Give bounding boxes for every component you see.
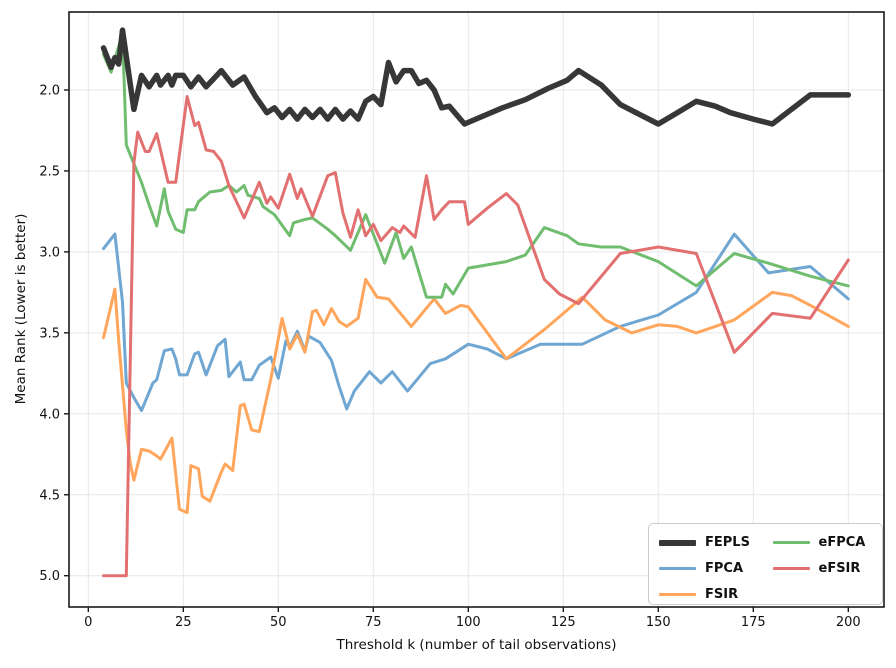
legend-item-efsir: eFSIR [772,560,873,577]
legend-item-fpca: FPCA [659,560,759,577]
x-tick-label: 25 [175,615,192,630]
legend-label-efsir: eFSIR [818,561,861,576]
x-tick-label: 0 [84,615,92,630]
legend-item-fepls: FEPLS [659,534,759,551]
x-tick-label: 75 [365,615,382,630]
x-tick-label: 150 [646,615,671,630]
legend-swatch-efsir [772,566,810,571]
x-tick-label: 125 [551,615,576,630]
y-tick-label: 3.0 [39,245,60,260]
legend-item-efpca: eFPCA [772,534,873,551]
plot-border [68,11,885,608]
legend-column-2: eFPCA eFSIR [772,534,873,577]
legend-label-fpca: FPCA [705,561,744,576]
legend-column-1: FEPLS FPCA FSIR [659,534,759,603]
legend-label-fsir: FSIR [705,587,739,602]
y-tick-label: 4.0 [39,407,60,422]
series-line-fsir [102,277,850,515]
x-tick-label: 50 [270,615,287,630]
x-tick-label: 100 [456,615,481,630]
x-tick-label: 200 [836,615,861,630]
y-tick-label: 3.5 [39,326,60,341]
y-tick-label: 2.5 [39,164,60,179]
legend-swatch-fepls [659,539,696,546]
series-line-efsir [102,95,850,578]
legend-label-efpca: eFPCA [818,535,866,550]
y-tick-label: 4.5 [39,488,60,503]
series-line-efpca [102,31,850,299]
legend-item-fsir: FSIR [659,586,759,603]
legend-label-fepls: FEPLS [705,535,750,550]
x-tick-label: 175 [741,615,766,630]
legend-swatch-fsir [659,592,696,597]
y-tick-label: 2.0 [39,84,60,99]
legend: FEPLS FPCA FSIR eFPCA eFSIR [648,523,883,605]
series-line-fepls [100,27,852,127]
legend-swatch-efpca [772,540,810,545]
x-axis-title: Threshold k (number of tail observations… [336,637,617,653]
legend-swatch-fpca [659,566,696,571]
y-axis-title: Mean Rank (Lower is better) [13,213,29,405]
y-tick-label: 5.0 [39,569,60,584]
series-line-fpca [102,232,850,413]
